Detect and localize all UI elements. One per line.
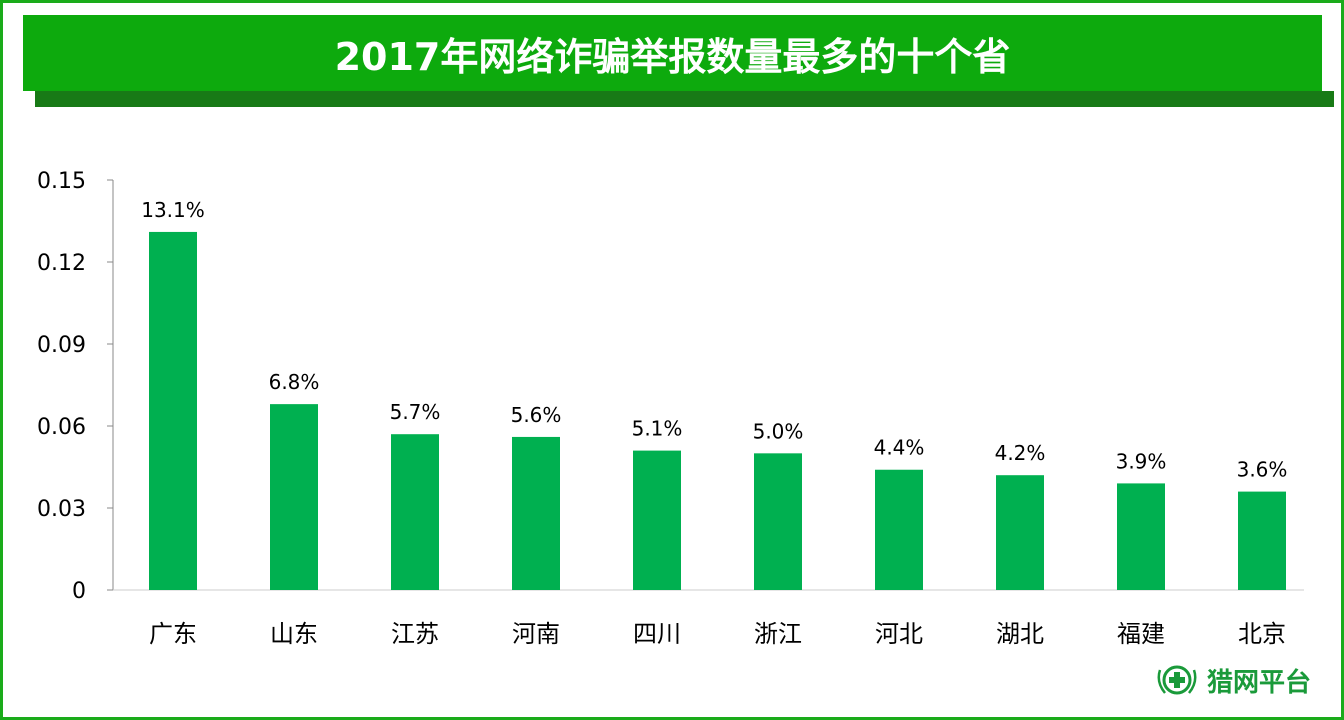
bar [633, 450, 681, 590]
data-label: 6.8% [269, 370, 320, 394]
bar [1117, 483, 1165, 590]
y-tick-label: 0.09 [37, 333, 86, 358]
bar [754, 453, 802, 590]
data-label: 5.1% [632, 417, 683, 441]
bar [149, 231, 197, 590]
title-banner-shadow [35, 91, 1334, 107]
data-label: 4.4% [874, 436, 925, 460]
data-label: 4.2% [995, 441, 1046, 465]
chart-title: 2017年网络诈骗举报数量最多的十个省 [23, 15, 1322, 91]
data-label: 3.9% [1116, 449, 1167, 473]
logo: 猎网平台 [1155, 660, 1311, 700]
x-tick-label: 河北 [875, 620, 923, 648]
bar [1238, 491, 1286, 590]
x-tick-label: 江苏 [391, 620, 439, 648]
bar [996, 475, 1044, 590]
logo-text: 猎网平台 [1207, 667, 1312, 698]
x-tick-label: 北京 [1238, 620, 1286, 648]
bar [512, 436, 560, 590]
x-tick-label: 广东 [149, 620, 197, 648]
y-tick-label: 0 [72, 579, 86, 604]
bar [270, 404, 318, 590]
bar [391, 434, 439, 590]
x-tick-label: 福建 [1117, 620, 1165, 648]
data-label: 3.6% [1237, 458, 1288, 482]
data-label: 13.1% [141, 198, 205, 222]
x-tick-label: 浙江 [754, 620, 802, 648]
data-label: 5.6% [511, 403, 562, 427]
y-tick-label: 0.03 [37, 497, 86, 522]
x-tick-label: 湖北 [996, 620, 1044, 648]
y-tick-label: 0.12 [37, 251, 86, 276]
y-tick-label: 0.15 [37, 169, 86, 194]
data-label: 5.7% [390, 400, 441, 424]
y-tick-label: 0.06 [37, 415, 86, 440]
bar [875, 469, 923, 590]
x-tick-label: 山东 [270, 620, 318, 648]
data-label: 5.0% [753, 419, 804, 443]
x-tick-label: 河南 [512, 620, 560, 648]
logo-emblem-icon [1157, 665, 1197, 695]
x-tick-label: 四川 [633, 620, 681, 648]
